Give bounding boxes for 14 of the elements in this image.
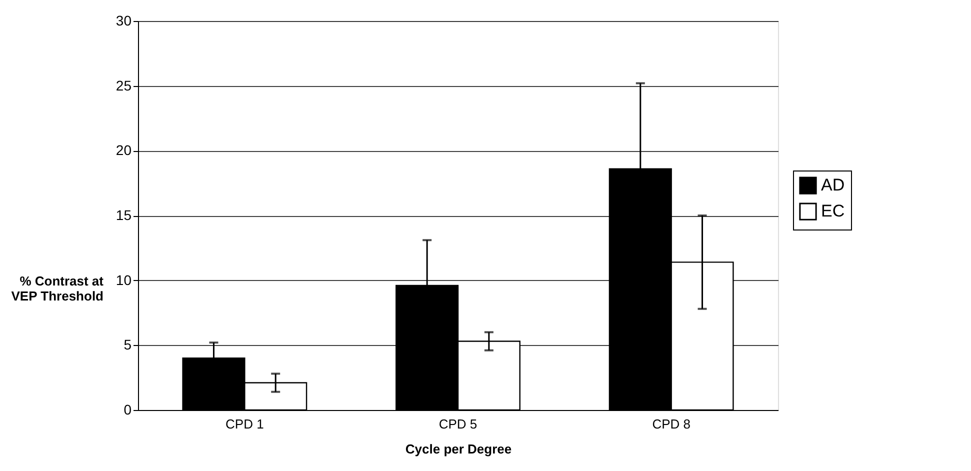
y-tick-label: 0 bbox=[124, 402, 132, 418]
y-axis-title: % Contrast at VEP Threshold bbox=[11, 274, 104, 304]
legend-label: AD bbox=[821, 176, 845, 194]
legend-label: EC bbox=[821, 202, 845, 220]
y-tick-label: 30 bbox=[116, 12, 132, 28]
x-tick-label: CPD 1 bbox=[226, 416, 264, 432]
y-tick-label: 10 bbox=[116, 272, 132, 288]
y-tick-label: 5 bbox=[124, 336, 132, 353]
y-tick-label: 25 bbox=[116, 77, 132, 94]
y-tick-label: 15 bbox=[116, 207, 132, 223]
x-axis-title: Cycle per Degree bbox=[405, 442, 512, 456]
x-tick-label: CPD 8 bbox=[652, 416, 690, 432]
y-tick-label: 20 bbox=[116, 142, 132, 158]
x-tick-label: CPD 5 bbox=[438, 416, 478, 432]
